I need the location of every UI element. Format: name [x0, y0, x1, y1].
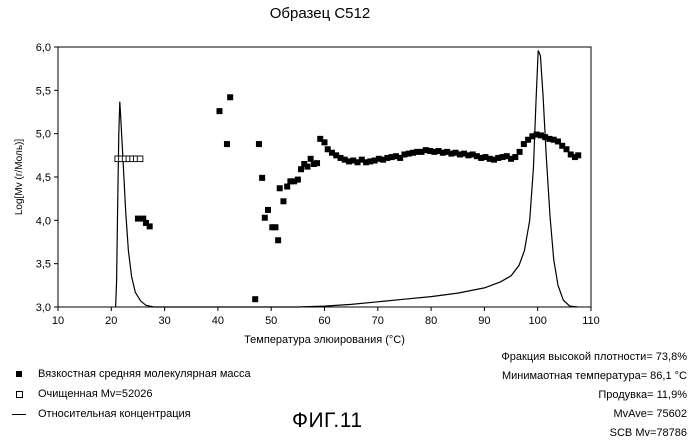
data-point-viscosity: [575, 152, 581, 158]
stat-high-density-fraction: Фракция высокой плотности= 73,8%: [501, 348, 687, 367]
y-tick-label: 4,5: [36, 172, 51, 184]
x-tick-label: 80: [425, 315, 437, 327]
x-tick-label: 30: [158, 315, 170, 327]
plot-frame: [58, 47, 591, 307]
data-point-purified: [137, 156, 143, 162]
legend-label-concentration: Относительная концентрация: [38, 408, 191, 420]
x-tick-label: 40: [212, 315, 224, 327]
data-point-viscosity: [275, 237, 281, 243]
data-point-viscosity: [135, 216, 141, 222]
data-point-viscosity: [265, 207, 271, 213]
legend-label-viscosity: Вязкостная средняя молекулярная масса: [38, 368, 251, 380]
chart-plot: 10 20 30 40 50 60 70 80 90 100 110 3,0 3,5 4,0 4,5 5,0 5…: [0, 0, 699, 360]
data-point-viscosity: [227, 94, 233, 100]
y-tick-label: 5,0: [36, 129, 51, 141]
data-point-viscosity: [298, 166, 304, 172]
legend-label-purified: Очищенная Mv=52026: [38, 388, 152, 400]
chart-marks: [115, 51, 581, 308]
data-point-viscosity: [262, 215, 268, 221]
data-point-viscosity: [308, 156, 314, 162]
data-point-viscosity: [277, 185, 283, 191]
data-point-viscosity: [295, 177, 301, 183]
data-point-viscosity: [517, 149, 523, 155]
y-tick-label: 5,5: [36, 85, 51, 97]
chart-legend: Вязкостная средняя молекулярная масса Оч…: [12, 364, 251, 424]
data-point-viscosity: [314, 160, 320, 166]
data-point-viscosity: [563, 146, 569, 152]
data-point-viscosity: [272, 224, 278, 230]
legend-item-concentration: Относительная концентрация: [12, 404, 251, 424]
data-point-viscosity: [259, 175, 265, 181]
x-tick-label: 70: [372, 315, 384, 327]
x-tick-label: 90: [478, 315, 490, 327]
x-tick-label: 100: [529, 315, 547, 327]
legend-item-purified: Очищенная Mv=52026: [12, 384, 251, 404]
figure-label: ФИГ.11: [292, 409, 363, 433]
data-point-viscosity: [147, 223, 153, 229]
y-tick-label: 6,0: [36, 42, 51, 54]
open-square-icon: [12, 391, 26, 398]
y-axis-label: Log[Mv (г/Моль)]: [14, 139, 25, 215]
y-tick-label: 3,0: [36, 302, 51, 314]
x-tick-label: 60: [318, 315, 330, 327]
data-point-viscosity: [280, 198, 286, 204]
series-line-concentration: [116, 51, 578, 308]
stat-purge: Продувка= 11,9%: [501, 386, 687, 405]
legend-item-viscosity: Вязкостная средняя молекулярная масса: [12, 364, 251, 384]
x-axis-label: Температура элюирования (°C): [244, 334, 405, 346]
data-point-viscosity: [304, 164, 310, 170]
x-tick-label: 20: [105, 315, 117, 327]
x-tick-label: 110: [582, 315, 600, 327]
chart-axes: 10 20 30 40 50 60 70 80 90 100 110 3,0 3,5 4,0 4,5 5,0 5…: [14, 42, 600, 346]
data-point-viscosity: [512, 154, 518, 160]
data-point-viscosity: [284, 184, 290, 190]
stat-min-temperature: Минимаотная температура= 86,1 °C: [501, 367, 687, 386]
x-tick-label: 10: [52, 315, 64, 327]
data-point-viscosity: [216, 108, 222, 114]
data-point-viscosity: [224, 141, 230, 147]
stat-scb-mv: SCB Mv=78786: [501, 424, 687, 443]
data-point-viscosity: [322, 139, 328, 145]
stat-mv-ave: MvAve= 75602: [501, 405, 687, 424]
y-tick-label: 4,0: [36, 215, 51, 227]
data-point-viscosity: [252, 296, 258, 302]
x-tick-label: 50: [265, 315, 277, 327]
stats-block: Фракция высокой плотности= 73,8% Минимао…: [501, 348, 687, 443]
y-tick-label: 3,5: [36, 259, 51, 271]
line-icon: [12, 414, 26, 415]
filled-square-icon: [12, 371, 26, 377]
data-point-viscosity: [256, 141, 262, 147]
